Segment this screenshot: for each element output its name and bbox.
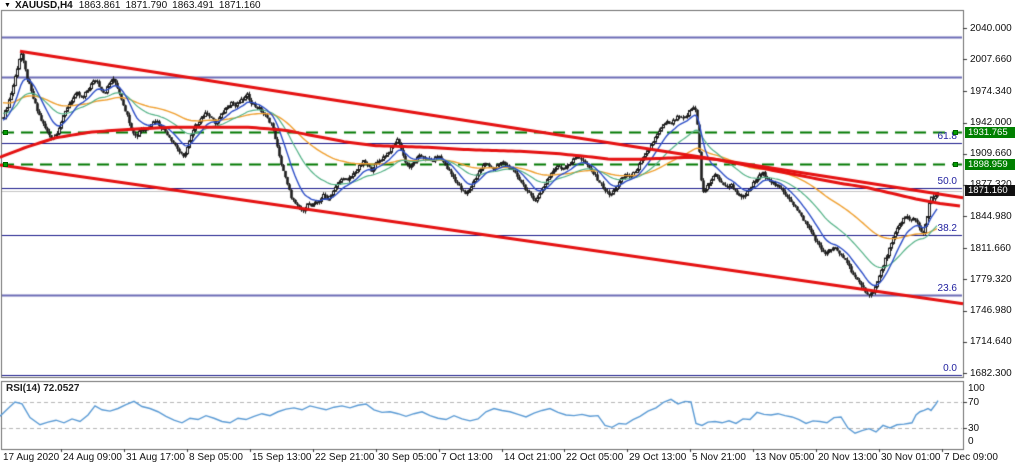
rsi-scale-label: 70 xyxy=(968,396,980,408)
hline-endpoint-marker[interactable] xyxy=(3,129,8,135)
time-axis-label: 30 Sep 05:00 xyxy=(378,452,438,463)
price-tag: 1871.160 xyxy=(965,185,1015,197)
ohlc-low: 1863.491 xyxy=(172,0,214,11)
price-axis-label: 1974.340 xyxy=(970,85,1012,97)
time-axis-label: 17 Aug 2020 xyxy=(3,452,60,463)
chart-title-bar: ▼ XAUUSD,H4 1863.861 1871.790 1863.491 1871.1… xyxy=(4,0,266,11)
price-axis-label: 1877.320 xyxy=(970,179,1012,190)
rsi-scale-label: 0 xyxy=(968,436,974,447)
hline-endpoint-marker[interactable] xyxy=(953,161,958,167)
fib-level-label: 0.0 xyxy=(943,362,957,374)
rsi-indicator-label: RSI(14) 72.0527 xyxy=(6,383,80,394)
price-axis-label: 1844.980 xyxy=(970,210,1012,222)
time-axis-label: 29 Oct 13:00 xyxy=(629,452,687,463)
symbol-dropdown-icon[interactable]: ▼ xyxy=(4,2,11,9)
time-axis-label: 14 Oct 21:00 xyxy=(504,452,562,463)
fib-level-label: 50.0 xyxy=(937,176,957,187)
price-axis-label: 1942.000 xyxy=(970,117,1012,129)
price-axis-label: 2040.000 xyxy=(970,22,1012,34)
time-axis-label: 5 Nov 21:00 xyxy=(692,452,746,463)
fib-level-label: 38.2 xyxy=(937,223,957,235)
time-axis-label: 30 Nov 01:00 xyxy=(881,452,941,463)
time-axis-label: 8 Sep 05:00 xyxy=(189,452,243,463)
ohlc-open: 1863.861 xyxy=(78,0,121,11)
price-axis-label: 1909.660 xyxy=(970,148,1012,160)
time-axis-label: 20 Nov 13:00 xyxy=(818,452,878,463)
time-axis-label: 15 Sep 13:00 xyxy=(252,452,312,463)
fib-level-label: 61.8 xyxy=(937,130,957,142)
price-tag: 1931.765 xyxy=(965,126,1015,138)
ohlc-close: 1871.160 xyxy=(218,0,261,11)
price-axis-label: 2007.660 xyxy=(970,53,1012,65)
time-axis-label: 22 Oct 05:00 xyxy=(566,452,624,463)
price-axis-label: 1682.300 xyxy=(970,367,1012,379)
price-tag: 1898.959 xyxy=(965,158,1015,170)
hline-endpoint-marker[interactable] xyxy=(3,161,8,167)
time-axis-label: 7 Dec 09:00 xyxy=(944,452,998,463)
price-axis-label: 1714.640 xyxy=(970,336,1012,348)
fib-level-label: 23.6 xyxy=(937,282,957,294)
ohlc-high: 1871.790 xyxy=(125,0,168,11)
price-axis-label: 1779.320 xyxy=(970,273,1012,285)
time-axis-label: 22 Sep 21:00 xyxy=(315,452,375,463)
rsi-scale-label: 100 xyxy=(968,383,985,394)
time-axis-label: 13 Nov 05:00 xyxy=(755,452,815,463)
price-axis-label: 1811.660 xyxy=(970,242,1011,254)
time-axis-label: 24 Aug 09:00 xyxy=(63,452,122,463)
time-axis-label: 31 Aug 17:00 xyxy=(126,452,185,463)
hline-endpoint-marker[interactable] xyxy=(953,129,958,135)
rsi-scale-label: 30 xyxy=(968,422,980,434)
time-axis-label: 7 Oct 13:00 xyxy=(441,452,493,463)
price-axis-label: 1746.980 xyxy=(970,305,1012,317)
chart-symbol-period: XAUUSD,H4 xyxy=(14,0,73,11)
